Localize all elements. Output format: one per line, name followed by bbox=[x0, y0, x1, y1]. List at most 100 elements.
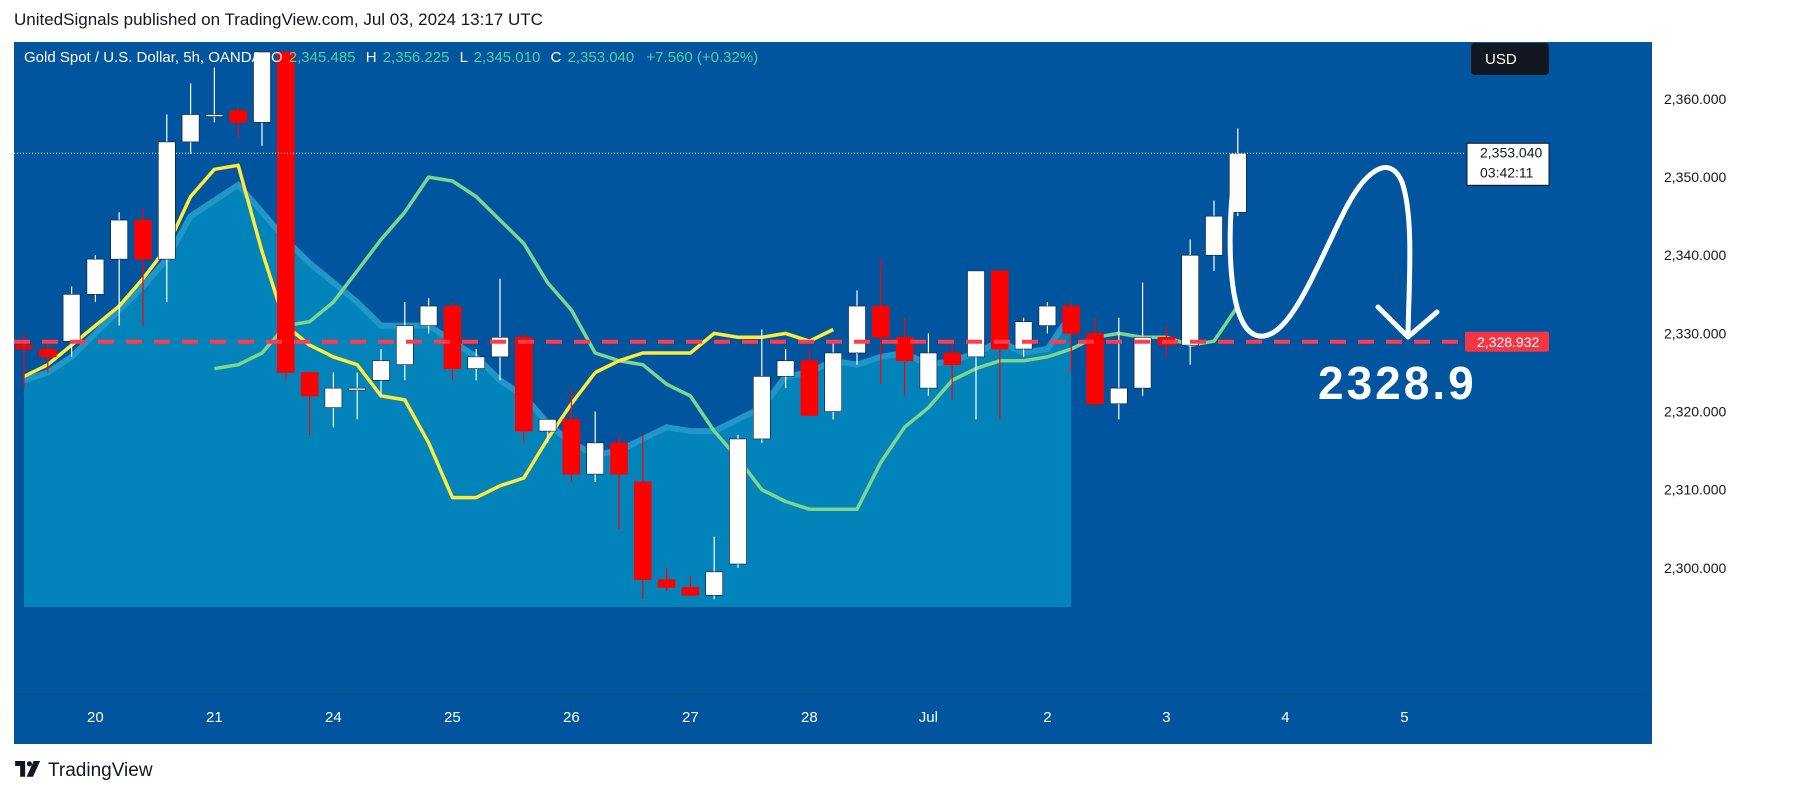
candle[interactable] bbox=[181, 83, 200, 154]
candle[interactable] bbox=[134, 208, 152, 326]
currency-selector[interactable] bbox=[1471, 43, 1549, 75]
legend-change: +7.560 (+0.32%) bbox=[646, 49, 758, 66]
legend-o-label: O bbox=[271, 49, 283, 66]
footer-brand[interactable]: TradingView bbox=[48, 760, 153, 781]
candle-body-bear bbox=[134, 219, 152, 260]
x-tick-label: 25 bbox=[444, 709, 461, 726]
candle[interactable] bbox=[372, 349, 390, 396]
candle[interactable] bbox=[395, 302, 414, 381]
candle-body-bull bbox=[467, 356, 486, 369]
y-tick-label: 2,340.000 bbox=[1664, 247, 1726, 263]
projection-arrowhead bbox=[1375, 304, 1440, 340]
candle-body-bear bbox=[990, 270, 1009, 350]
candle[interactable] bbox=[586, 411, 605, 482]
candle[interactable] bbox=[1086, 317, 1104, 408]
candle-body-bull bbox=[705, 571, 724, 596]
candle[interactable] bbox=[1038, 302, 1057, 334]
candle-body-bull bbox=[776, 360, 795, 377]
candle[interactable] bbox=[562, 388, 581, 482]
candle[interactable] bbox=[158, 114, 176, 303]
candle[interactable] bbox=[205, 67, 224, 123]
x-tick-label: 5 bbox=[1400, 709, 1408, 726]
currency-label: USD bbox=[1485, 51, 1517, 68]
candle[interactable] bbox=[919, 333, 938, 396]
candle[interactable] bbox=[324, 372, 343, 428]
candle-body-bear bbox=[895, 337, 914, 362]
time-axis-background[interactable] bbox=[14, 694, 1652, 744]
candle[interactable] bbox=[1181, 239, 1199, 365]
x-tick-label: 28 bbox=[801, 709, 818, 726]
target-annotation: 2328.9 bbox=[1318, 357, 1477, 409]
candle[interactable] bbox=[824, 341, 843, 420]
target-price-tag bbox=[1465, 331, 1549, 352]
candle[interactable] bbox=[276, 51, 295, 381]
candle[interactable] bbox=[657, 567, 676, 592]
candle[interactable] bbox=[895, 317, 914, 396]
candle-body-bear bbox=[229, 110, 247, 123]
candle-body-bull bbox=[372, 360, 390, 381]
candle[interactable] bbox=[467, 349, 486, 381]
candle-body-bear bbox=[38, 348, 57, 358]
candle[interactable] bbox=[943, 341, 962, 400]
candle[interactable] bbox=[253, 51, 271, 146]
x-tick-label: Jul bbox=[919, 709, 938, 726]
candlestick-chart[interactable]: 2,300.000 2,310.000 2,320.000 2,330.000 2,34… bbox=[14, 42, 1778, 744]
legend-l-value: 2,345.010 bbox=[474, 49, 541, 66]
candle-body-bear bbox=[681, 587, 700, 596]
candle[interactable] bbox=[419, 298, 438, 334]
y-tick-label: 2,300.000 bbox=[1664, 560, 1726, 576]
candle-body-bear bbox=[610, 442, 628, 475]
candle[interactable] bbox=[681, 575, 700, 596]
candle[interactable] bbox=[633, 435, 652, 600]
candle[interactable] bbox=[538, 419, 557, 443]
chart-frame[interactable]: 2,300.000 2,310.000 2,320.000 2,330.000 2,34… bbox=[14, 42, 1778, 744]
candle-body-bull bbox=[348, 387, 367, 391]
candle-body-bull bbox=[538, 419, 557, 432]
candle-body-bull bbox=[253, 51, 271, 123]
y-tick-label: 2,310.000 bbox=[1664, 482, 1726, 498]
x-tick-label: 3 bbox=[1162, 709, 1170, 726]
candle-body-bear bbox=[300, 372, 319, 397]
candle-body-bull bbox=[110, 219, 128, 260]
candle-body-bull bbox=[419, 305, 438, 326]
candle-body-bear bbox=[800, 360, 819, 416]
candle[interactable] bbox=[348, 372, 367, 420]
x-tick-label: 4 bbox=[1281, 709, 1289, 726]
candle-body-bear bbox=[15, 344, 33, 350]
candle[interactable] bbox=[38, 341, 57, 373]
candle[interactable] bbox=[776, 349, 795, 389]
candle[interactable] bbox=[1133, 282, 1152, 396]
candle[interactable] bbox=[1062, 302, 1080, 373]
y-ticks-layer: 2,300.000 2,310.000 2,320.000 2,330.000 2,34… bbox=[1664, 91, 1726, 576]
candle-body-bull bbox=[205, 114, 224, 117]
candle[interactable] bbox=[1110, 317, 1128, 420]
candle-body-bull bbox=[1133, 337, 1152, 389]
candle-body-bull bbox=[729, 438, 747, 565]
candle[interactable] bbox=[610, 435, 628, 529]
candle[interactable] bbox=[967, 270, 985, 420]
price-axis-background[interactable] bbox=[1652, 42, 1778, 744]
candle-body-bull bbox=[1205, 215, 1223, 256]
candle-body-bull bbox=[1181, 254, 1199, 346]
candle[interactable] bbox=[800, 349, 819, 416]
candle[interactable] bbox=[990, 270, 1009, 420]
candle[interactable] bbox=[514, 333, 533, 443]
candle[interactable] bbox=[300, 372, 319, 436]
candle[interactable] bbox=[443, 302, 462, 381]
candle[interactable] bbox=[110, 212, 128, 326]
candle-body-bull bbox=[824, 352, 843, 412]
candle[interactable] bbox=[871, 259, 890, 385]
candle[interactable] bbox=[729, 435, 747, 568]
legend-h-value: 2,356.225 bbox=[383, 49, 450, 66]
candle[interactable] bbox=[1205, 200, 1223, 271]
x-tick-label: 2 bbox=[1043, 709, 1051, 726]
candle-body-bear bbox=[1062, 305, 1080, 334]
candle[interactable] bbox=[86, 255, 105, 303]
candle-body-bull bbox=[1014, 321, 1033, 350]
candle[interactable] bbox=[752, 329, 771, 443]
x-tick-label: 20 bbox=[87, 709, 104, 726]
candle[interactable] bbox=[229, 106, 247, 138]
candle-body-bull bbox=[586, 442, 605, 475]
published-caption: UnitedSignals published on TradingView.c… bbox=[14, 10, 543, 29]
candle[interactable] bbox=[705, 536, 724, 600]
